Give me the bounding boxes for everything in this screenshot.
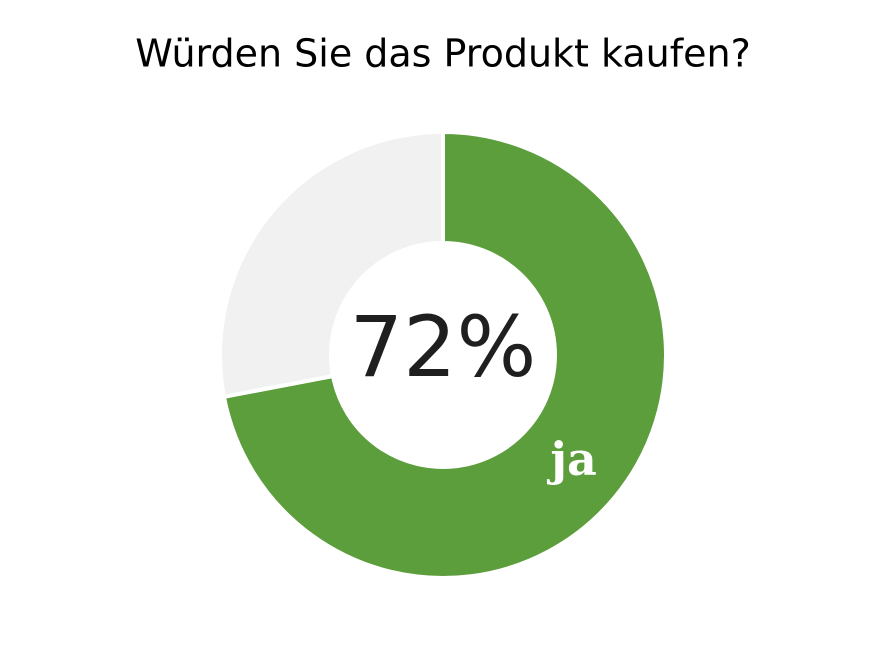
center-value-label: 72%: [350, 298, 537, 396]
chart-title: Würden Sie das Produkt kaufen?: [135, 32, 751, 76]
donut-segment: [221, 129, 668, 580]
donut-segment: [218, 129, 445, 400]
segment-label: ja: [546, 432, 596, 486]
